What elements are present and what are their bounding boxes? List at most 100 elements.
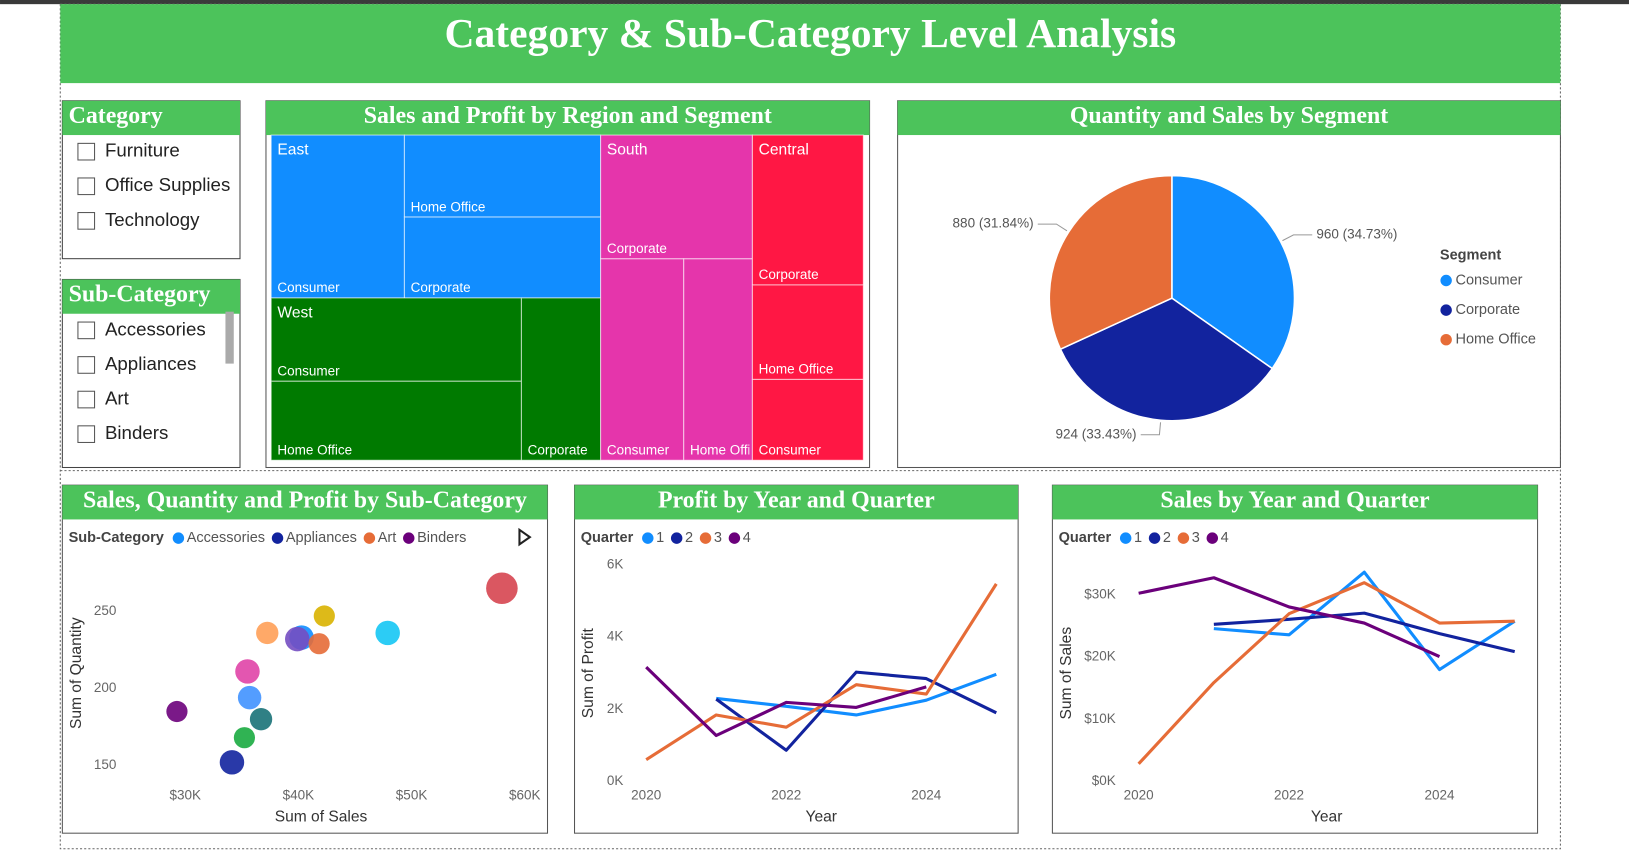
slicer-item[interactable]: Art [105,387,130,408]
y-tick-label: 2K [607,701,624,716]
treemap-cell-label: Home Office [411,199,486,214]
header-band [60,4,1561,84]
line-series [645,665,927,738]
legend-marker [728,532,741,544]
legend-marker [1148,532,1161,544]
pie-data-label: 880 (31.84%) [953,216,1034,231]
pie-slice [1059,297,1274,422]
legend-title: Segment [1440,247,1502,263]
bubble [219,750,245,775]
slicer-header [62,100,240,136]
x-tick-label: 2024 [1424,787,1455,802]
y-tick-label: $30K [1084,587,1116,602]
treemap-cell-label: Corporate [607,241,667,256]
slicer-item[interactable]: Furniture [105,140,180,161]
treemap-cell [270,380,522,461]
legend-marker [403,532,415,544]
legend-label: 3 [714,530,722,546]
bubble [237,685,262,710]
legend-label: Binders [417,530,466,546]
y-tick-label: $0K [1092,773,1116,788]
legend-label: 1 [656,530,664,546]
treemap-group-label: South [607,142,648,159]
legend-label: 4 [743,530,751,546]
legend-marker [1206,532,1219,544]
treemap-cell-label: Consumer [607,442,670,457]
x-tick-label: $40K [283,787,315,802]
slicer-checkbox[interactable] [77,390,96,409]
legend-label: Corporate [1455,302,1520,318]
bubble [486,572,518,605]
pie-leader [1037,223,1068,232]
slicer-scrollbar[interactable] [225,311,234,364]
treemap-cell [683,258,753,461]
y-tick-label: 6K [607,557,624,572]
chart-header [574,485,1019,520]
legend-marker [699,532,712,544]
slicer-checkbox[interactable] [77,356,96,374]
treemap-cell-label: Consumer [759,442,822,457]
y-tick-label: 250 [94,603,117,618]
pie-leader [1140,422,1162,436]
treemap-cell-label: Home Office [277,442,352,457]
line-series [715,670,997,752]
bubble [166,700,188,723]
legend-marker [1177,532,1190,544]
treemap-cell [751,134,864,286]
slicer-item[interactable]: Accessories [105,318,206,339]
y-axis-title: Sum of Quantity [68,617,85,729]
treemap-group-label: Central [759,142,809,159]
line-series [1137,581,1515,765]
legend-marker [670,532,683,544]
legend-title: Sub-Category [69,530,164,546]
y-tick-label: 200 [94,680,117,695]
y-tick-label: 0K [607,773,624,788]
legend-more-arrow[interactable] [518,527,532,547]
slicer-checkbox[interactable] [77,177,96,196]
treemap-group-label: West [277,305,313,322]
slicer-checkbox[interactable] [77,142,96,161]
y-axis-title: Sum of Profit [580,628,597,719]
legend-label: Consumer [1455,272,1522,288]
legend-label: Home Office [1455,332,1536,348]
chart-frame [61,484,549,834]
y-axis-title: Sum of Sales [1058,627,1075,720]
legend-label: 2 [1163,530,1171,546]
legend-marker [1119,532,1132,544]
slicer-checkbox[interactable] [77,321,96,340]
treemap-cell [520,297,602,461]
slicer-item[interactable]: Binders [105,422,168,443]
slicer-item[interactable]: Technology [105,209,200,230]
treemap-cell-label: Corporate [759,267,819,282]
legend-marker [1440,304,1452,316]
chart-header [1052,485,1538,520]
page-title: Category & Sub-Category Level Analysis [445,10,1177,56]
slicer-title: Sub-Category [69,282,211,308]
bubble [375,620,400,646]
pie-data-label: 960 (34.73%) [1316,226,1397,241]
line-series [1213,570,1516,672]
treemap-cell-label: Corporate [528,442,588,457]
slicer-item[interactable]: Office Supplies [105,174,230,195]
legend-label: Appliances [286,530,357,546]
slicer-checkbox[interactable] [77,212,96,230]
legend-marker [363,532,376,544]
chart-title: Profit by Year and Quarter [658,487,935,513]
chart-title: Sales, Quantity and Profit by Sub-Catego… [83,487,527,513]
chart-header [265,100,870,136]
x-tick-label: 2024 [911,787,942,802]
x-tick-label: 2020 [631,787,661,802]
x-tick-label: $50K [396,787,428,802]
bubble [235,659,260,684]
slicer-checkbox[interactable] [77,425,96,443]
x-tick-label: $30K [169,787,201,802]
chart-header [62,485,548,520]
slicer-item[interactable]: Appliances [105,353,196,374]
chart-frame [573,484,1019,834]
legend-label: 4 [1221,530,1229,546]
legend-title: Quarter [1059,530,1112,546]
chart-title: Quantity and Sales by Segment [1070,103,1388,129]
legend-marker [1440,274,1452,287]
pie-data-label: 924 (33.43%) [1056,426,1137,441]
